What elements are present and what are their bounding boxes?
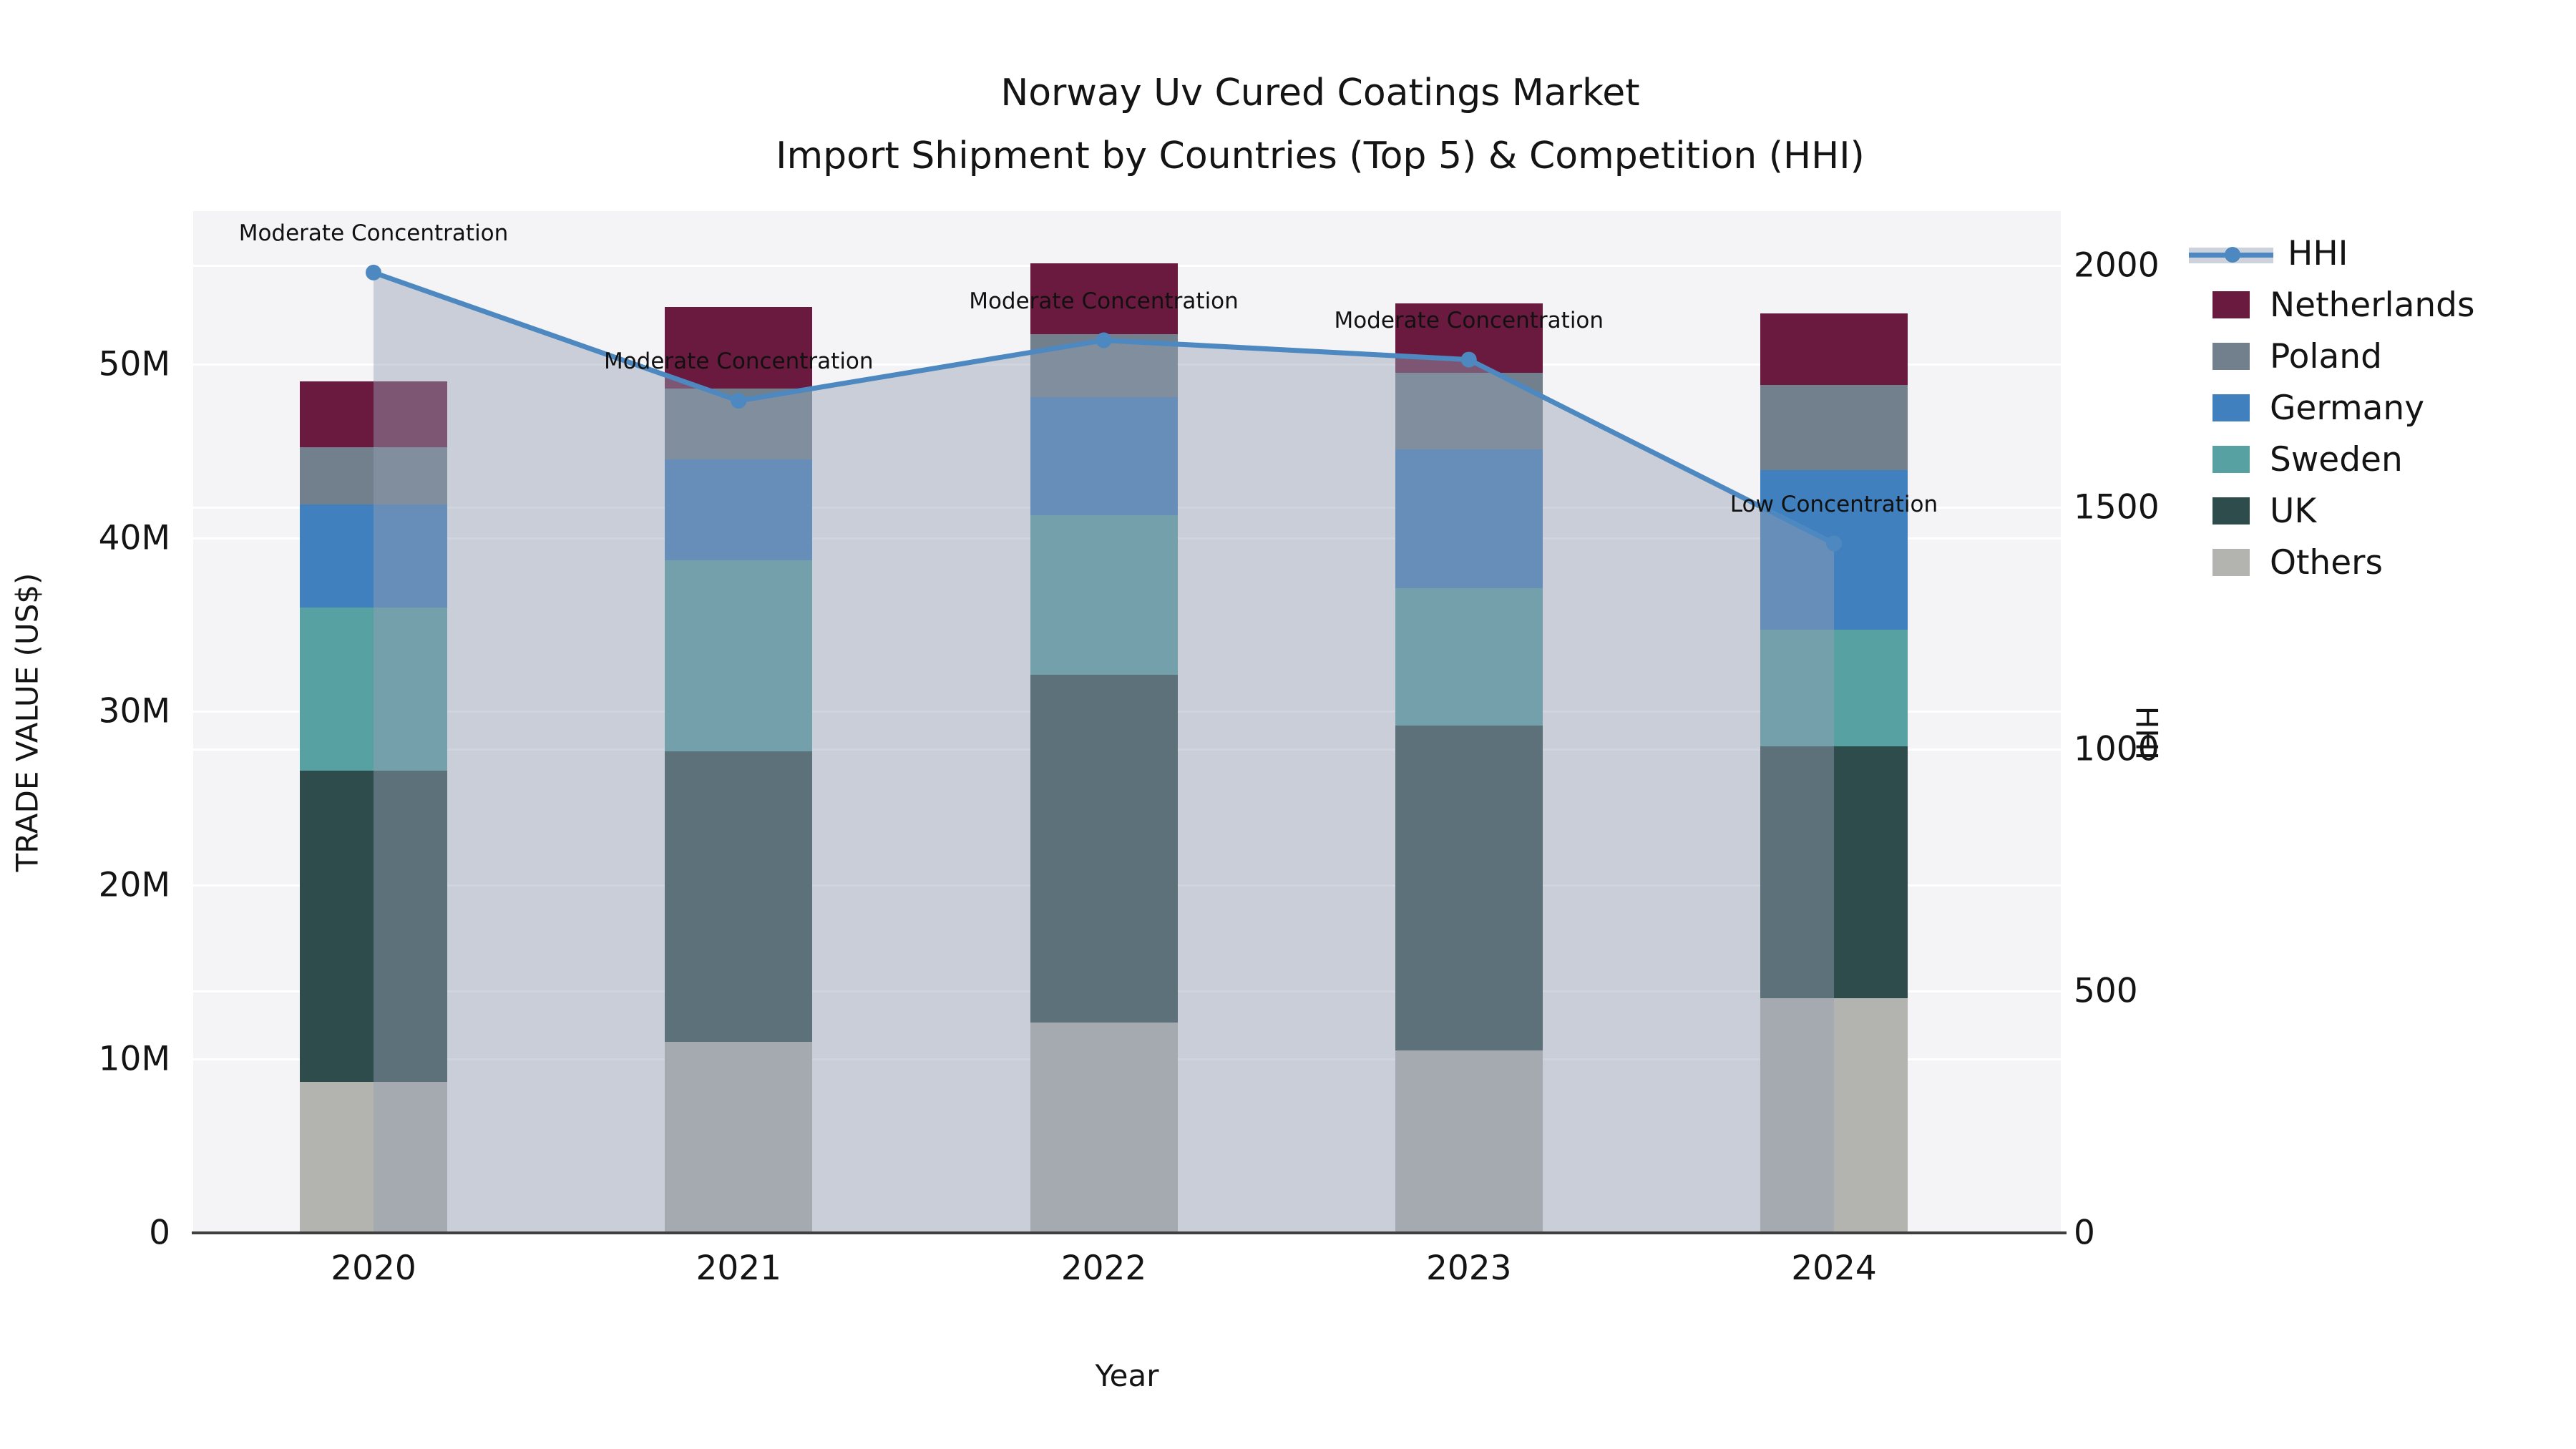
y-left-tick-20M: 20M — [98, 865, 170, 905]
annotation-2020: Moderate Concentration — [238, 220, 509, 246]
x-axis-spine — [192, 1231, 2067, 1234]
bar-2023-sweden — [1395, 588, 1543, 726]
bar-2024-sweden — [1760, 630, 1908, 746]
chart-title-line1: Norway Uv Cured Coatings Market — [1000, 72, 1640, 114]
bar-2023-others — [1395, 1050, 1543, 1233]
bar-2022-poland — [1030, 334, 1178, 397]
bar-2021-sweden — [665, 560, 813, 752]
legend-item-sweden: Sweden — [2212, 434, 2475, 485]
legend: HHI Netherlands Poland Germany Sweden UK Other… — [2189, 228, 2475, 588]
bar-2022-uk — [1030, 675, 1178, 1023]
hhi-legend-dot — [2225, 247, 2240, 263]
bar-2021-netherlands — [665, 306, 813, 389]
bar-2020-others — [300, 1081, 447, 1233]
legend-swatch-netherlands — [2212, 291, 2250, 318]
bar-2023-germany — [1395, 449, 1543, 588]
legend-swatch-sweden — [2212, 446, 2250, 473]
bar-2021-germany — [665, 459, 813, 561]
legend-label-hhi: HHI — [2288, 233, 2348, 273]
annotation-2022: Moderate Concentration — [969, 288, 1239, 314]
legend-label-uk: UK — [2270, 491, 2317, 531]
bar-2024-poland — [1760, 384, 1908, 470]
bar-2021-uk — [665, 751, 813, 1042]
y-left-tick-10M: 10M — [98, 1039, 170, 1079]
x-tick-2023: 2023 — [1425, 1249, 1512, 1288]
legend-item-others: Others — [2212, 537, 2475, 588]
y-right-tick-1500: 1500 — [2074, 487, 2160, 527]
legend-swatch-germany — [2212, 394, 2250, 421]
y-left-tick-0: 0 — [149, 1213, 170, 1253]
y-right-tick-2000: 2000 — [2074, 245, 2160, 286]
bar-2024-others — [1760, 998, 1908, 1233]
bar-2021-others — [665, 1041, 813, 1233]
y-left-tick-50M: 50M — [98, 344, 170, 384]
legend-swatch-uk — [2212, 497, 2250, 525]
legend-swatch-poland — [2212, 343, 2250, 370]
legend-item-hhi: HHI — [2189, 228, 2475, 279]
legend-label-germany: Germany — [2270, 388, 2425, 428]
hhi-legend-sample-icon — [2189, 238, 2273, 269]
bar-2022-others — [1030, 1023, 1178, 1233]
bar-2020-germany — [300, 504, 447, 608]
bar-2020-uk — [300, 771, 447, 1082]
x-tick-2022: 2022 — [1060, 1249, 1147, 1288]
x-axis-label: Year — [1095, 1358, 1159, 1393]
bar-2020-poland — [300, 447, 447, 505]
chart-title-line2: Import Shipment by Countries (Top 5) & C… — [776, 135, 1865, 177]
legend-label-others: Others — [2270, 542, 2383, 582]
bar-2024-netherlands — [1760, 313, 1908, 385]
plot-area — [193, 211, 2061, 1233]
y-left-tick-30M: 30M — [98, 691, 170, 731]
legend-item-poland: Poland — [2212, 331, 2475, 382]
legend-swatch-others — [2212, 549, 2250, 576]
x-tick-2021: 2021 — [696, 1249, 782, 1288]
y-axis-label-left: TRADE VALUE (US$) — [9, 572, 45, 872]
annotation-2024: Low Concentration — [1729, 491, 1938, 517]
annotation-2023: Moderate Concentration — [1334, 307, 1604, 333]
legend-label-sweden: Sweden — [2270, 439, 2403, 479]
x-tick-2024: 2024 — [1791, 1249, 1877, 1288]
bar-2024-uk — [1760, 746, 1908, 999]
y-right-tick-1000: 1000 — [2074, 729, 2160, 769]
bar-2020-netherlands — [300, 381, 447, 448]
bar-2020-sweden — [300, 607, 447, 771]
legend-label-netherlands: Netherlands — [2270, 285, 2475, 325]
y-left-tick-40M: 40M — [98, 518, 170, 558]
bar-2022-germany — [1030, 396, 1178, 515]
bar-2021-poland — [665, 388, 813, 460]
bar-2023-poland — [1395, 372, 1543, 449]
bar-2022-sweden — [1030, 515, 1178, 675]
legend-item-germany: Germany — [2212, 382, 2475, 434]
x-tick-2020: 2020 — [331, 1249, 416, 1288]
y-right-tick-500: 500 — [2074, 971, 2138, 1011]
legend-item-uk: UK — [2212, 485, 2475, 537]
y-right-tick-0: 0 — [2074, 1213, 2095, 1253]
annotation-2021: Moderate Concentration — [603, 348, 874, 375]
bar-2023-uk — [1395, 725, 1543, 1050]
legend-item-netherlands: Netherlands — [2212, 279, 2475, 331]
legend-label-poland: Poland — [2270, 336, 2382, 376]
